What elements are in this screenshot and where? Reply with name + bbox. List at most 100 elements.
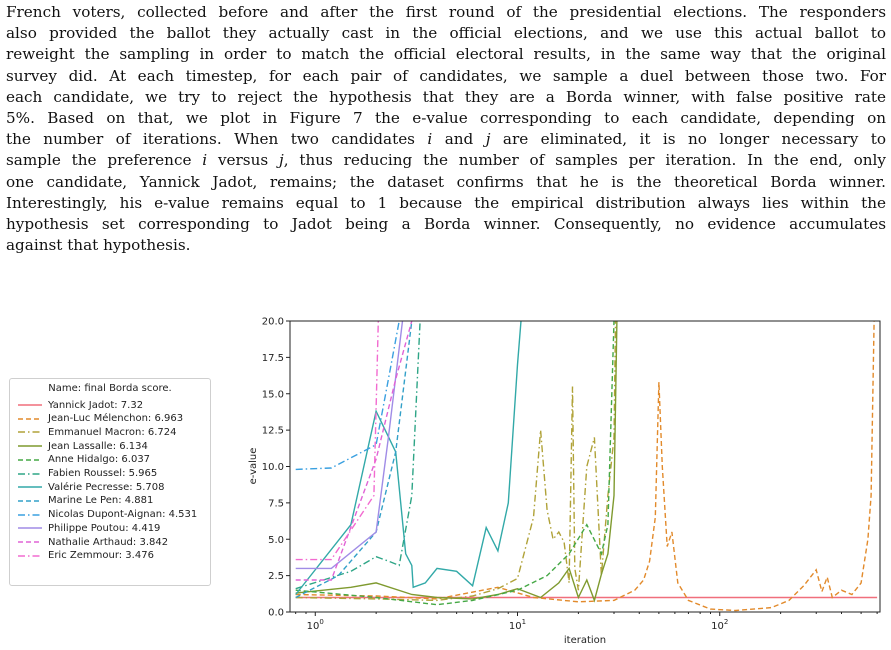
- legend-entry: Fabien Roussel: 5.965: [18, 468, 157, 480]
- x-tick-label: 101: [509, 618, 526, 632]
- legend-label: Emmanuel Macron: 6.724: [48, 426, 177, 438]
- math-variable: j: [485, 130, 491, 149]
- text-run: Interestingly, his e-value remains equal…: [6, 193, 886, 212]
- paragraph-line: also provided the ballot they actually c…: [6, 23, 886, 44]
- legend-label: Nicolas Dupont-Aignan: 4.531: [48, 509, 198, 521]
- paragraph-line: against that hypothesis.: [6, 235, 886, 256]
- legend-label: Anne Hidalgo: 6.037: [48, 454, 151, 466]
- x-tick-label: 100: [307, 618, 324, 632]
- series-line-5: [295, 321, 421, 590]
- series-line-1: [295, 321, 875, 612]
- legend-label: Eric Zemmour: 3.476: [48, 550, 154, 562]
- text-run: reweight the sampling in order to match …: [6, 45, 886, 64]
- math-variable: j: [279, 151, 284, 170]
- text-run: 5%. Based on that, we plot in Figure 7 t…: [6, 109, 886, 128]
- body-paragraph: French voters, collected before and afte…: [6, 2, 886, 256]
- math-variable: i: [427, 130, 433, 149]
- x-tick-exponent: 1: [522, 618, 526, 626]
- legend-swatch: [18, 472, 42, 475]
- series-line-7: [295, 321, 413, 599]
- legend-swatch: [18, 500, 42, 502]
- plot-frame: [289, 320, 881, 613]
- legend-entry: Yannick Jadot: 7.32: [18, 399, 143, 411]
- x-tick-label: 102: [711, 618, 728, 632]
- legend-swatch: [18, 459, 42, 461]
- legend-title: Name: final Borda score.: [48, 383, 172, 394]
- math-variable: i: [202, 151, 208, 170]
- y-tick-label: 0.0: [268, 608, 284, 619]
- paragraph-line: 5%. Based on that, we plot in Figure 7 t…: [6, 108, 886, 129]
- text-run: one candidate, Yannick Jadot, remains; t…: [6, 172, 886, 191]
- paragraph-line: hypothesis set corresponding to Jadot be…: [6, 214, 886, 235]
- legend-entry: Emmanuel Macron: 6.724: [18, 426, 177, 438]
- legend-swatch: [18, 513, 42, 516]
- legend-entry: Philippe Poutou: 4.419: [18, 522, 160, 534]
- legend-swatch: [18, 417, 42, 420]
- paragraph-line: Interestingly, his e-value remains equal…: [6, 193, 886, 214]
- paragraph-line: survey did. At each timestep, for each p…: [6, 66, 886, 87]
- text-run: are eliminated, it is no longer necessar…: [490, 130, 886, 149]
- text-run: against that hypothesis.: [6, 236, 191, 255]
- text-run: , thus reducing the number of samples pe…: [283, 151, 886, 170]
- legend-swatch: [18, 527, 42, 530]
- paragraph-line: the number of iterations. When two candi…: [6, 129, 886, 150]
- legend-entry: Marine Le Pen: 4.881: [18, 495, 153, 507]
- y-tick-label: 12.5: [262, 426, 284, 437]
- legend-entry: Valérie Pecresse: 5.708: [18, 481, 164, 493]
- series-line-8: [295, 321, 400, 471]
- legend-swatch: [18, 486, 42, 488]
- legend-label: Valérie Pecresse: 5.708: [48, 481, 165, 493]
- x-tick-base: 10: [711, 621, 724, 632]
- legend-label: Fabien Roussel: 5.965: [48, 468, 158, 479]
- y-axis-label: e-value: [248, 448, 259, 485]
- series-line-10: [295, 321, 413, 581]
- x-tick-exponent: 0: [319, 618, 323, 626]
- legend-swatch: [18, 404, 42, 406]
- text-run: also provided the ballot they actually c…: [6, 24, 886, 43]
- y-tick-label: 10.0: [262, 462, 284, 473]
- y-tick-label: 17.5: [262, 353, 284, 364]
- legend-entry: Nicolas Dupont-Aignan: 4.531: [18, 509, 197, 521]
- paragraph-line: sample the preference i versus j, thus r…: [6, 150, 886, 171]
- series-line-11: [295, 321, 381, 561]
- legend-swatch: [18, 554, 42, 557]
- legend-label: Yannick Jadot: 7.32: [48, 399, 144, 411]
- series-line-6: [295, 321, 522, 595]
- legend-swatch: [18, 445, 42, 447]
- text-run: survey did. At each timestep, for each p…: [6, 66, 886, 85]
- paragraph-line: each candidate, we try to reject the hyp…: [6, 87, 886, 108]
- paragraph-line: reweight the sampling in order to match …: [6, 44, 886, 65]
- x-tick-base: 10: [307, 621, 320, 632]
- series-line-3: [295, 321, 618, 603]
- y-tick-label: 15.0: [262, 389, 284, 400]
- legend-entry: Jean Lassalle: 6.134: [18, 440, 148, 452]
- series-line-9: [295, 321, 404, 570]
- legend-label: Nathalie Arthaud: 3.842: [48, 536, 169, 548]
- legend-entry: Eric Zemmour: 3.476: [18, 550, 154, 562]
- series-line-2: [295, 321, 617, 602]
- y-tick-label: 20.0: [262, 317, 284, 328]
- series-line-4: [295, 321, 615, 606]
- text-run: and: [432, 130, 486, 149]
- text-run: each candidate, we try to reject the hyp…: [6, 87, 886, 106]
- x-axis-label: iteration: [564, 635, 606, 646]
- legend-swatch: [18, 431, 42, 434]
- paragraph-line: French voters, collected before and afte…: [6, 2, 886, 23]
- text-run: sample the preference: [6, 151, 203, 170]
- text-run: the number of iterations. When two candi…: [6, 130, 428, 149]
- text-run: French voters, collected before and afte…: [6, 3, 886, 21]
- text-run: hypothesis set corresponding to Jadot be…: [6, 215, 886, 234]
- legend-label: Jean-Luc Mélenchon: 6.963: [48, 413, 184, 425]
- text-run: versus: [207, 151, 279, 170]
- legend-swatch: [18, 541, 42, 543]
- figure-7-chart: 0.02.55.07.510.012.515.017.520.0 100 101 1…: [248, 317, 881, 646]
- legend-label: Marine Le Pen: 4.881: [48, 495, 154, 507]
- paragraph-line: one candidate, Yannick Jadot, remains; t…: [6, 172, 886, 193]
- legend-label: Jean Lassalle: 6.134: [48, 440, 148, 452]
- legend-entry: Anne Hidalgo: 6.037: [18, 454, 150, 466]
- x-tick-exponent: 2: [724, 618, 728, 626]
- y-tick-label: 2.5: [268, 571, 284, 582]
- y-tick-label: 7.5: [268, 498, 284, 509]
- legend-entry: Nathalie Arthaud: 3.842: [18, 536, 168, 548]
- x-tick-base: 10: [509, 621, 522, 632]
